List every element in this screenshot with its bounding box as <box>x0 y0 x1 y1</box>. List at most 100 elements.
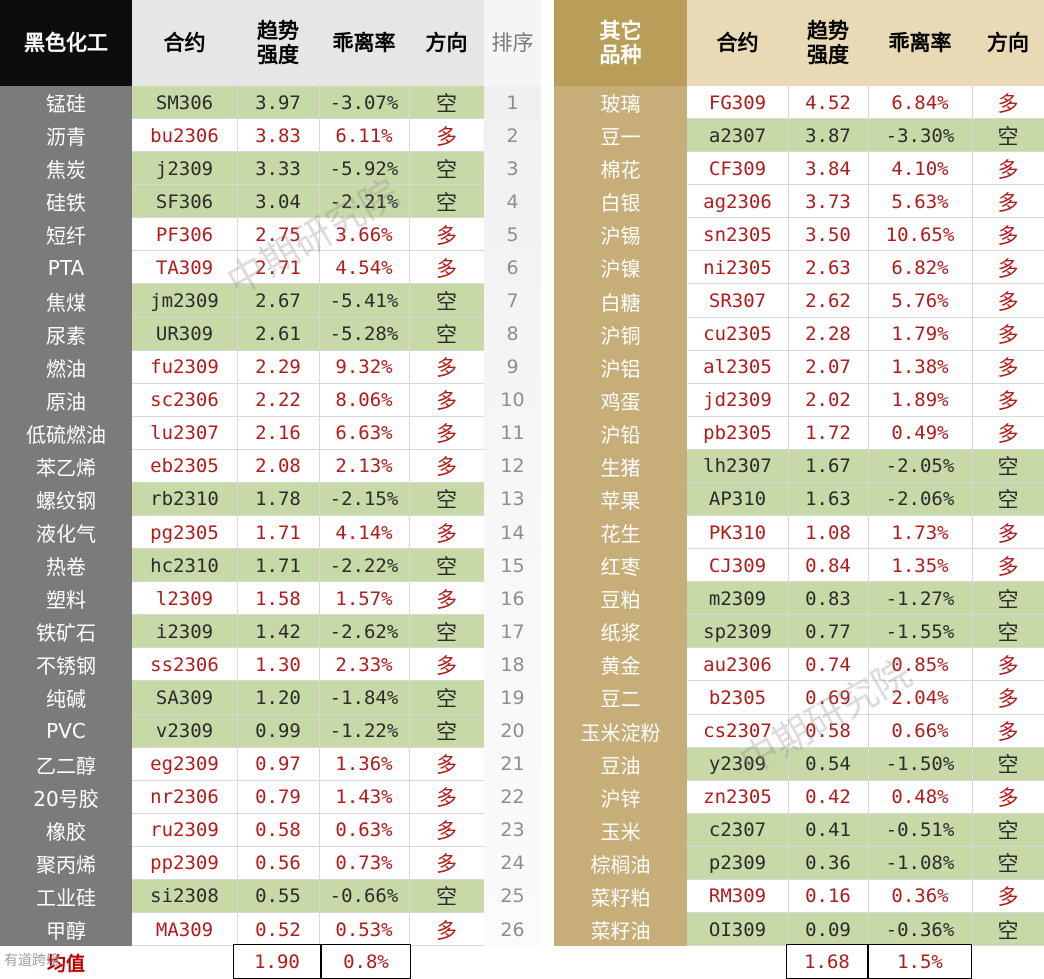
left-dev-cell: -2.21% <box>319 185 409 219</box>
header-label: 合约 <box>163 31 206 55</box>
right-code-cell-text: PK310 <box>708 521 767 544</box>
header-left-direction: 方向 <box>409 0 484 86</box>
grid-line <box>132 349 484 351</box>
left-code-cell: sc2306 <box>132 384 237 417</box>
left-code-cell-text: nr2306 <box>150 786 219 809</box>
left-dev-cell: 3.66% <box>319 218 409 251</box>
right-direction-cell: 空 <box>972 846 1044 880</box>
grid-line <box>687 415 1044 417</box>
left-variety-name-text: PTA <box>47 255 85 280</box>
left-direction-cell-text: 空 <box>436 323 457 348</box>
header-label: 乖离率 <box>332 31 396 55</box>
left-code-cell: pg2305 <box>132 516 237 549</box>
left-dev-cell: 0.63% <box>319 814 409 847</box>
left-variety-name-text: 20号胶 <box>33 786 99 811</box>
right-dev-cell: 4.10% <box>868 152 972 185</box>
left-direction-cell: 空 <box>409 284 484 318</box>
right-code-cell-text: lh2307 <box>703 455 772 478</box>
rank-cell-text: 21 <box>500 753 525 776</box>
left-direction-cell: 多 <box>409 218 484 251</box>
right-code-cell: CF309 <box>687 152 788 185</box>
grid-line <box>687 118 1044 120</box>
left-variety-name: 热卷 <box>0 549 132 583</box>
right-code-cell-text: CF309 <box>708 157 767 180</box>
left-dev-cell: 2.33% <box>319 648 409 681</box>
right-variety-name-text: 玉米淀粉 <box>580 720 661 745</box>
left-direction-cell: 多 <box>409 450 484 483</box>
left-direction-cell-text: 空 <box>436 686 457 711</box>
right-variety-name: 红枣 <box>554 549 687 583</box>
grid-line <box>687 812 1044 814</box>
right-str-cell: 3.50 <box>788 218 868 251</box>
average-label-text: 均值 <box>46 953 85 975</box>
right-direction-cell-text: 多 <box>997 521 1019 546</box>
right-str-cell-text: 0.84 <box>805 554 851 577</box>
right-variety-name: 棕榈油 <box>554 846 687 880</box>
left-variety-name: PTA <box>0 251 132 285</box>
left-variety-name: 20号胶 <box>0 780 132 814</box>
left-code-cell-text: MA309 <box>155 918 214 941</box>
right-variety-name: 沪铝 <box>554 350 687 384</box>
left-str-cell: 3.04 <box>237 185 319 219</box>
right-code-cell: lh2307 <box>687 449 788 483</box>
header-label: 乖离率 <box>888 31 952 55</box>
header-label: 合约 <box>716 31 759 55</box>
average-value: 1.68 <box>804 950 850 973</box>
rank-cell: 16 <box>484 582 541 615</box>
right-variety-name: 纸浆 <box>554 615 687 649</box>
left-direction-cell: 空 <box>409 549 484 583</box>
left-str-cell-text: 1.71 <box>255 521 301 544</box>
left-variety-name: 燃油 <box>0 350 132 384</box>
right-str-cell-text: 0.58 <box>805 720 851 743</box>
left-str-cell: 1.78 <box>237 482 319 517</box>
left-direction-cell: 多 <box>409 516 484 549</box>
right-direction-cell: 多 <box>972 185 1044 218</box>
left-str-cell-text: 0.79 <box>255 786 301 809</box>
left-variety-name: 沥青 <box>0 119 132 153</box>
left-str-cell-text: 2.67 <box>255 290 301 312</box>
left-variety-name: PVC <box>0 714 132 748</box>
grid-line <box>132 614 484 616</box>
grid-line <box>687 184 1044 186</box>
rank-cell: 15 <box>484 549 541 582</box>
left-direction-cell-text: 多 <box>436 124 457 149</box>
left-code-cell: PF306 <box>132 218 237 251</box>
right-code-cell: FG309 <box>687 86 788 119</box>
left-direction-cell-text: 多 <box>436 918 457 943</box>
rank-cell: 8 <box>484 318 541 351</box>
grid-line <box>687 515 1044 517</box>
left-variety-name-text: PVC <box>46 719 86 744</box>
left-str-cell-text: 1.20 <box>255 686 301 709</box>
left-dev-cell: 9.32% <box>319 351 409 384</box>
left-str-cell-text: 3.97 <box>255 91 301 114</box>
left-direction-cell-text: 多 <box>436 422 457 447</box>
right-dev-cell-text: 0.36% <box>891 885 949 908</box>
left-str-cell: 3.83 <box>237 119 319 152</box>
left-code-cell-text: PF306 <box>155 223 214 246</box>
grid-line <box>687 548 1044 550</box>
rank-cell: 24 <box>484 847 541 880</box>
right-code-cell-text: a2307 <box>708 124 767 147</box>
right-code-cell: PK310 <box>687 516 788 549</box>
rank-cell: 7 <box>484 284 541 317</box>
right-dev-cell-text: 1.79% <box>891 323 949 346</box>
right-code-cell: au2306 <box>687 648 788 681</box>
left-str-cell: 0.58 <box>237 814 319 847</box>
grid-line <box>687 912 1044 913</box>
left-variety-name: 甲醇 <box>0 913 132 947</box>
left-code-cell-text: eg2309 <box>150 753 219 776</box>
left-direction-cell-text: 多 <box>436 356 457 381</box>
rank-cell: 23 <box>484 814 541 847</box>
left-code-cell-text: pp2309 <box>150 852 219 875</box>
grid-line <box>687 250 1044 252</box>
rank-cell: 25 <box>484 880 541 913</box>
right-dev-cell-text: 1.38% <box>891 356 949 379</box>
left-str-cell: 1.71 <box>237 549 319 583</box>
right-variety-name-text: 沪锡 <box>600 224 641 249</box>
left-code-cell-text: SA309 <box>155 686 214 709</box>
left-str-cell: 1.20 <box>237 681 319 715</box>
rank-cell-text: 9 <box>506 356 519 379</box>
right-code-cell-text: b2305 <box>708 686 767 709</box>
right-variety-name-text: 棉花 <box>600 158 641 183</box>
left-dev-cell-text: -5.28% <box>329 323 399 346</box>
